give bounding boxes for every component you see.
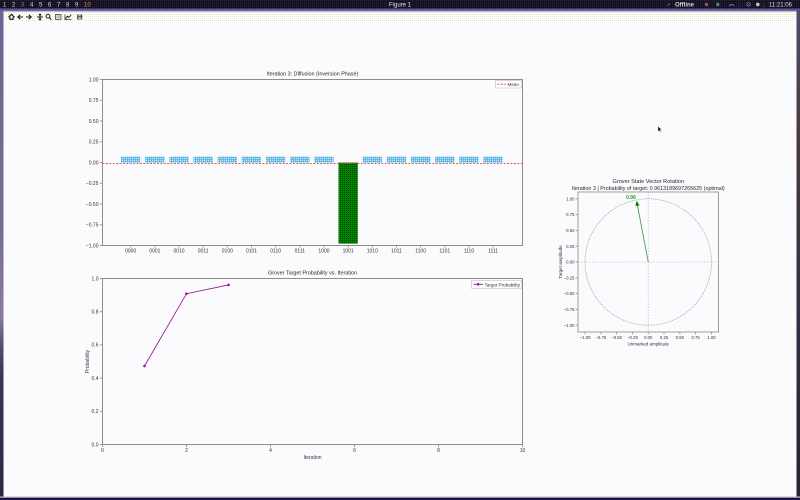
- svg-text:0001: 0001: [149, 249, 160, 255]
- svg-text:−1.00: −1.00: [564, 323, 575, 328]
- svg-text:−0.50: −0.50: [86, 202, 99, 208]
- svg-text:Target Probability: Target Probability: [485, 282, 521, 287]
- svg-text:11:21:06: 11:21:06: [769, 3, 793, 9]
- svg-text:0.00: 0.00: [644, 335, 653, 340]
- svg-text:−0.50: −0.50: [611, 335, 622, 340]
- svg-text:0000: 0000: [125, 249, 136, 255]
- svg-text:0.50: 0.50: [676, 335, 685, 340]
- svg-text:1001: 1001: [343, 249, 354, 255]
- svg-text:Iteration 3: Diffusion (Invers: Iteration 3: Diffusion (Inversion Phase): [267, 72, 359, 78]
- svg-text:0: 0: [101, 448, 104, 454]
- svg-text:0111: 0111: [295, 249, 306, 255]
- svg-text:1.00: 1.00: [89, 77, 99, 83]
- svg-text:0.6: 0.6: [92, 343, 99, 349]
- svg-text:0.50: 0.50: [89, 119, 99, 125]
- svg-text:−0.50: −0.50: [564, 291, 575, 296]
- svg-text:1.0: 1.0: [92, 276, 99, 282]
- svg-text:0010: 0010: [173, 249, 184, 255]
- svg-text:|: |: [763, 2, 764, 8]
- svg-text:2: 2: [185, 448, 188, 454]
- svg-text:0.25: 0.25: [89, 140, 99, 146]
- svg-text:1010: 1010: [367, 249, 378, 255]
- svg-text:7: 7: [57, 3, 61, 9]
- svg-text:Probability: Probability: [85, 349, 91, 373]
- svg-text:0.00: 0.00: [89, 160, 99, 166]
- svg-text:−0.25: −0.25: [86, 181, 99, 187]
- svg-text:2: 2: [12, 3, 16, 9]
- svg-text:Iteration: Iteration: [303, 455, 321, 461]
- svg-text:0011: 0011: [198, 249, 209, 255]
- svg-text:0.50: 0.50: [566, 228, 575, 233]
- svg-text:6: 6: [353, 448, 356, 454]
- svg-text:−1.00: −1.00: [86, 243, 99, 249]
- svg-text:0.25: 0.25: [660, 335, 669, 340]
- svg-text:1100: 1100: [415, 249, 426, 255]
- svg-text:1110: 1110: [464, 249, 475, 255]
- svg-text:0100: 0100: [222, 249, 233, 255]
- svg-text:1.00: 1.00: [707, 335, 716, 340]
- svg-text:3: 3: [21, 3, 25, 9]
- svg-text:Iteration 3 | Probability of t: Iteration 3 | Probability of target: 0.9…: [572, 186, 725, 192]
- svg-text:0.8: 0.8: [92, 310, 99, 316]
- svg-text:0.96: 0.96: [626, 195, 636, 201]
- svg-text:0.0: 0.0: [92, 442, 99, 448]
- svg-text:0.2: 0.2: [92, 409, 99, 415]
- svg-text:1111: 1111: [488, 249, 498, 255]
- svg-text:0.75: 0.75: [566, 212, 575, 217]
- svg-text:−0.75: −0.75: [595, 335, 606, 340]
- svg-text:4: 4: [269, 448, 272, 454]
- svg-text:4: 4: [30, 3, 34, 9]
- svg-text:Target amplitude: Target amplitude: [558, 245, 563, 279]
- svg-text:Figure 1: Figure 1: [389, 3, 412, 9]
- svg-text:0.4: 0.4: [92, 376, 99, 382]
- svg-text:−0.75: −0.75: [86, 223, 99, 229]
- svg-text:0.75: 0.75: [691, 335, 700, 340]
- svg-text:5: 5: [39, 3, 43, 9]
- svg-text:−0.75: −0.75: [564, 307, 575, 312]
- svg-text:0110: 0110: [270, 249, 281, 255]
- svg-text:−0.25: −0.25: [627, 335, 638, 340]
- svg-text:1011: 1011: [391, 249, 402, 255]
- svg-text:0101: 0101: [246, 249, 257, 255]
- svg-text:6: 6: [48, 3, 52, 9]
- svg-text:Mean: Mean: [508, 82, 520, 87]
- svg-text:8: 8: [437, 448, 440, 454]
- svg-text:−1.00: −1.00: [580, 335, 591, 340]
- svg-text:0.00: 0.00: [566, 260, 575, 265]
- svg-text:1101: 1101: [439, 249, 450, 255]
- svg-text:0.25: 0.25: [566, 244, 575, 249]
- svg-text:↗: ↗: [666, 2, 670, 8]
- svg-text:10: 10: [520, 448, 526, 454]
- svg-text:0.75: 0.75: [89, 98, 99, 104]
- svg-text:Offline: Offline: [675, 3, 695, 9]
- svg-text:|: |: [738, 2, 739, 8]
- svg-text:Grover State Vector Rotation: Grover State Vector Rotation: [612, 179, 684, 185]
- svg-text:1.00: 1.00: [566, 196, 575, 201]
- svg-text:8: 8: [66, 3, 70, 9]
- svg-text:−0.25: −0.25: [564, 275, 575, 280]
- svg-text:Grover Target Probability vs.: Grover Target Probability vs. Iteration: [268, 271, 357, 277]
- svg-text:1: 1: [3, 3, 7, 9]
- svg-text:10: 10: [84, 3, 91, 9]
- svg-text:Unmarked amplitude: Unmarked amplitude: [627, 342, 669, 347]
- svg-text:9: 9: [75, 3, 79, 9]
- svg-text:1000: 1000: [318, 249, 329, 255]
